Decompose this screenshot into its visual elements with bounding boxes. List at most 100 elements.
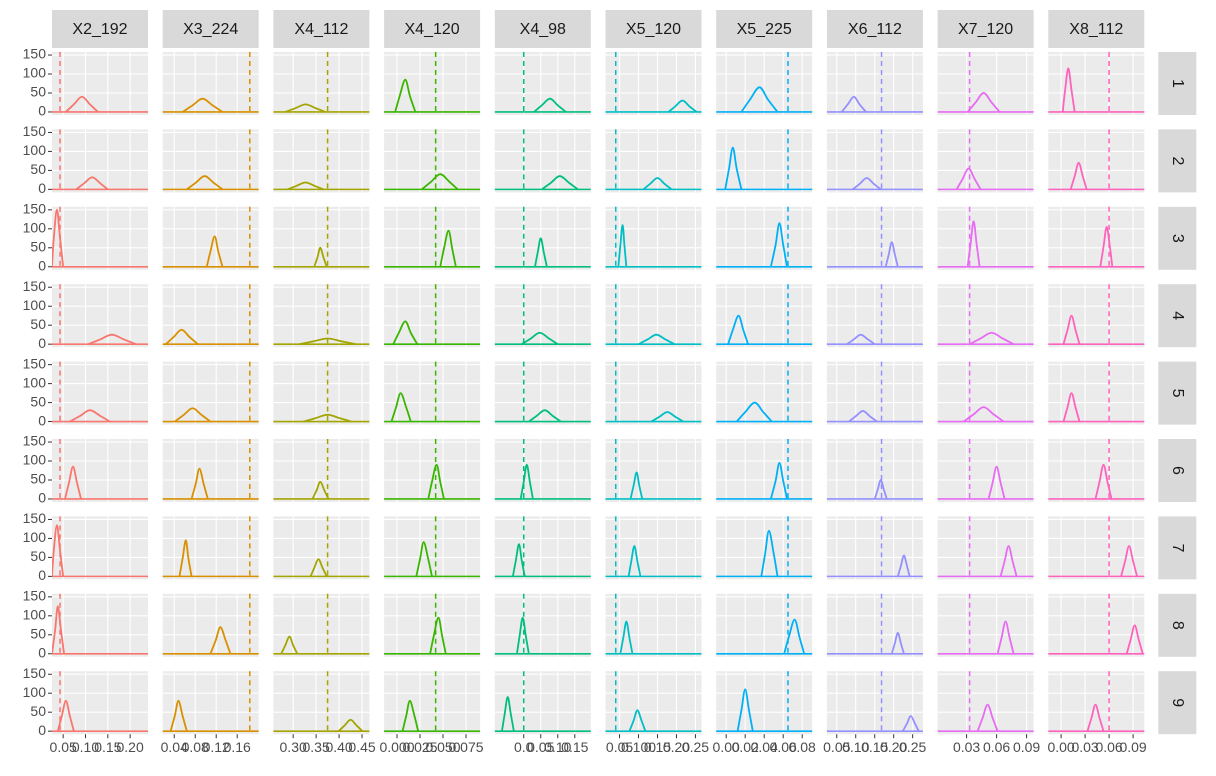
column-strip <box>162 10 259 48</box>
y-tick-label: 50 <box>30 161 46 177</box>
density-curve <box>999 545 1018 577</box>
density-curve <box>65 95 99 113</box>
panel-background <box>1048 284 1145 348</box>
x-tick-label: 0.16 <box>224 739 251 755</box>
x-tick-label: 0.05 <box>50 739 77 755</box>
panel <box>605 439 702 502</box>
density-curve <box>628 709 647 732</box>
density-curve <box>415 541 433 577</box>
y-tick-label: 0 <box>38 412 46 428</box>
y-tick-label: 150 <box>23 123 47 139</box>
column-strip <box>826 10 923 48</box>
y-tick-label: 0 <box>38 180 46 196</box>
panel <box>1048 284 1145 348</box>
panel <box>1048 439 1145 502</box>
panel-background <box>273 516 370 580</box>
panel <box>384 516 481 580</box>
y-tick-label: 0 <box>38 490 46 506</box>
y-tick-label: 0 <box>38 644 46 660</box>
panel-background <box>52 361 148 425</box>
x-tick-label: 0.025 <box>402 739 437 755</box>
x-tick-label: 0.03 <box>953 739 980 755</box>
density-curve <box>427 463 445 500</box>
column-strip-label: X4_98 <box>520 21 566 38</box>
panel-background <box>937 516 1034 580</box>
y-tick-label: 150 <box>23 433 47 449</box>
panel <box>1048 671 1145 735</box>
y-tick-label: 100 <box>23 684 47 700</box>
panel <box>384 439 481 502</box>
panel <box>937 671 1034 735</box>
x-tick-label: 0.0 <box>514 739 534 755</box>
x-tick-label: 0.050 <box>425 739 460 755</box>
panel-background <box>162 671 259 735</box>
density-curve <box>727 314 749 345</box>
density-curve <box>190 467 209 500</box>
panel-background <box>52 439 148 502</box>
panel <box>52 593 148 657</box>
panel <box>826 206 923 270</box>
panel-background <box>494 361 591 425</box>
density-curve <box>1120 545 1138 577</box>
row-strip-label: 9 <box>1169 698 1186 707</box>
panel-background <box>937 284 1034 348</box>
panel <box>273 439 370 502</box>
x-tick-label: 0.03 <box>1071 739 1098 755</box>
x-tick-label: 0.25 <box>682 739 709 755</box>
x-tick-label: 0.45 <box>348 739 375 755</box>
panel-background <box>937 361 1034 425</box>
row-strip-label: 8 <box>1169 621 1186 630</box>
y-tick-label: 50 <box>30 316 46 332</box>
panel <box>162 671 259 735</box>
density-curve <box>533 97 567 113</box>
density-curve <box>735 401 773 423</box>
density-curve <box>642 177 673 191</box>
density-curve <box>521 331 559 345</box>
row-strip <box>1158 52 1197 115</box>
panel-background <box>937 129 1034 193</box>
panel <box>716 129 813 193</box>
x-tick-label: 0.05 <box>823 739 850 755</box>
density-curve <box>439 229 457 267</box>
density-curve <box>421 173 459 191</box>
density-curve <box>501 696 515 732</box>
density-curve <box>769 462 788 500</box>
density-curve <box>1094 463 1113 500</box>
panel <box>937 52 1034 115</box>
panel-background <box>605 516 702 580</box>
column-strip <box>1048 10 1145 48</box>
panel <box>1048 129 1145 193</box>
panel-background <box>605 129 702 193</box>
panel <box>273 206 370 270</box>
density-curve <box>846 333 876 345</box>
x-tick-label: 0.15 <box>644 739 671 755</box>
panel <box>937 284 1034 348</box>
panel-background <box>1048 361 1145 425</box>
density-curve <box>87 333 137 346</box>
density-curve <box>617 224 628 267</box>
panel <box>1048 52 1145 115</box>
x-tick-label: 0.05 <box>606 739 633 755</box>
panel <box>384 52 481 115</box>
panel-background <box>937 52 1034 115</box>
row-strip-label: 6 <box>1169 466 1186 475</box>
panel <box>826 284 923 348</box>
x-tick-label: 0.25 <box>899 739 926 755</box>
x-tick-label: 0.15 <box>561 739 588 755</box>
panel <box>605 516 702 580</box>
x-tick-label: 0.08 <box>789 739 816 755</box>
density-curve <box>56 699 75 732</box>
panel-background <box>384 516 481 580</box>
x-tick-label: 0.06 <box>983 739 1010 755</box>
row-strip <box>1158 439 1197 502</box>
panel-background <box>273 52 370 115</box>
density-curve <box>519 463 534 500</box>
panel-background <box>494 516 591 580</box>
y-tick-label: 150 <box>23 665 47 681</box>
panel <box>52 361 148 425</box>
column-strip-label: X2_192 <box>72 21 127 38</box>
panel <box>273 671 370 735</box>
density-curve <box>178 539 193 577</box>
row-strip-label: 4 <box>1169 311 1186 320</box>
